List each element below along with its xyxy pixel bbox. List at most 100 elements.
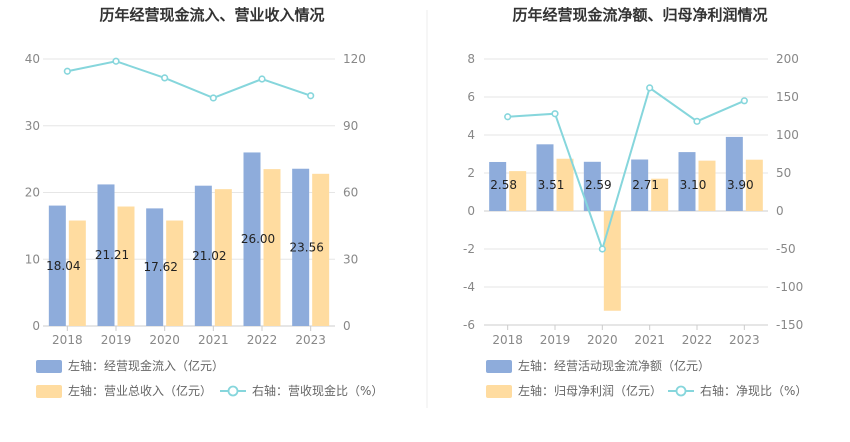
bar-secondary [68, 220, 86, 326]
y-right-tick-label: -50 [776, 242, 796, 256]
y-left-tick-label: 6 [467, 90, 475, 104]
bar-secondary [312, 173, 330, 326]
y-left-tick-label: 40 [25, 52, 40, 66]
y-left-tick-label: -6 [463, 318, 475, 332]
bar-primary [194, 185, 212, 326]
bar-secondary [556, 158, 574, 211]
bar-data-label: 17.62 [143, 260, 177, 274]
y-right-tick-label: 60 [343, 186, 358, 200]
bar-data-label: 23.56 [289, 240, 323, 254]
legend-label: 左轴：归母净利润（亿元） [518, 383, 662, 398]
bar-data-label: 3.51 [538, 178, 565, 192]
bar-primary [536, 144, 554, 211]
bar-primary [97, 184, 115, 326]
legend-swatch [36, 360, 62, 373]
ratio-line [67, 60, 311, 100]
bar-data-label: 2.58 [490, 178, 517, 192]
y-right-tick-label: 150 [776, 90, 799, 104]
ratio-point [63, 67, 71, 75]
bar-primary [146, 208, 164, 326]
chart-panel-2: 历年经营现金流净额、归母净利润情况 -6 -4 -2 0 2 4 6 8 -150 -100 -50 0… [463, 6, 807, 398]
ratio-point [551, 110, 559, 118]
bar-secondary [166, 220, 184, 326]
x-tick-label: 2019 [101, 333, 132, 347]
y-right-tick-label: 0 [776, 204, 784, 218]
bar-data-label: 2.59 [585, 178, 612, 192]
y-right-tick-label: 0 [343, 319, 351, 333]
x-tick-label: 2023 [295, 333, 326, 347]
legend-swatch [486, 360, 512, 373]
legend-label: 右轴：营收现金比（%） [252, 383, 383, 398]
legend-label: 左轴：营业总收入（亿元） [68, 383, 212, 398]
x-tick-label: 2021 [198, 333, 229, 347]
legend-label: 左轴：经营活动现金流净额（亿元） [518, 358, 710, 373]
x-tick-label: 2019 [540, 333, 571, 347]
y-left-tick-label: 0 [32, 319, 40, 333]
bar-data-label: 21.02 [192, 249, 226, 263]
x-tick-label: 2020 [587, 333, 618, 347]
bar-data-label: 3.10 [680, 178, 707, 192]
x-tick-label: 2018 [492, 333, 523, 347]
chart-title: 历年经营现金流净额、归母净利润情况 [512, 6, 767, 24]
ratio-point [646, 84, 654, 92]
x-tick-label: 2022 [682, 333, 713, 347]
bar-primary [631, 159, 649, 211]
x-tick-label: 2021 [634, 333, 665, 347]
y-left-tick-label: 4 [467, 128, 475, 142]
bar-primary [489, 161, 507, 211]
ratio-point [161, 74, 169, 82]
x-tick-label: 2020 [149, 333, 180, 347]
ratio-point [504, 113, 512, 121]
bar-secondary [698, 160, 716, 211]
y-right-tick-label: 30 [343, 252, 358, 266]
bar-data-label: 3.90 [727, 178, 754, 192]
ratio-point [209, 94, 217, 102]
legend-swatch [36, 385, 62, 398]
legend-label: 左轴：经营现金流入（亿元） [68, 358, 224, 373]
ratio-point [598, 245, 606, 253]
x-tick-label: 2018 [52, 333, 83, 347]
bar-primary [678, 152, 696, 211]
y-left-tick-label: 10 [25, 252, 40, 266]
y-right-tick-label: 50 [776, 166, 791, 180]
chart-panel-1: 历年经营现金流入、营业收入情况 0 10 20 30 40 0 30 60 90 120 2018 20… [25, 6, 383, 398]
bar-secondary [651, 178, 669, 211]
bar-primary [725, 136, 743, 211]
legend-line-marker [227, 385, 239, 397]
ratio-line [507, 86, 745, 253]
y-right-tick-label: 120 [343, 52, 366, 66]
y-left-tick-label: 0 [467, 204, 475, 218]
y-left-tick-label: -4 [463, 280, 475, 294]
bar-secondary [745, 159, 763, 211]
y-right-tick-label: 200 [776, 52, 799, 66]
y-right-tick-label: 90 [343, 119, 358, 133]
legend-swatch [486, 385, 512, 398]
ratio-point [693, 117, 701, 125]
bar-secondary [263, 169, 281, 326]
y-right-tick-label: -100 [776, 280, 803, 294]
legend-line-marker [675, 385, 687, 397]
bar-data-label: 26.00 [241, 232, 275, 246]
x-tick-label: 2022 [247, 333, 278, 347]
y-right-tick-label: -150 [776, 318, 803, 332]
bar-secondary [214, 189, 232, 326]
y-left-tick-label: 8 [467, 52, 475, 66]
y-left-tick-label: 2 [467, 166, 475, 180]
y-left-tick-label: -2 [463, 242, 475, 256]
y-left-tick-label: 30 [25, 119, 40, 133]
chart-title: 历年经营现金流入、营业收入情况 [99, 6, 324, 24]
x-tick-label: 2023 [729, 333, 760, 347]
ratio-point [258, 75, 266, 83]
bar-primary [48, 205, 66, 326]
bar-secondary [603, 211, 621, 311]
bar-primary [583, 161, 601, 211]
legend-label: 右轴：净现比（%） [700, 383, 807, 398]
bar-secondary [509, 171, 527, 211]
y-left-tick-label: 20 [25, 186, 40, 200]
y-right-tick-label: 100 [776, 128, 799, 142]
bar-data-label: 2.71 [632, 178, 659, 192]
bar-primary [292, 168, 310, 326]
ratio-point [112, 57, 120, 65]
ratio-point [740, 97, 748, 105]
